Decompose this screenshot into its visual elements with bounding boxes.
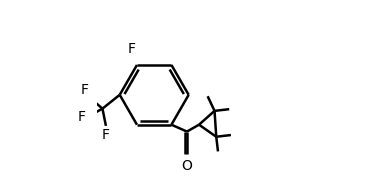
Text: F: F: [81, 83, 89, 97]
Text: F: F: [102, 128, 110, 142]
Text: F: F: [77, 110, 85, 124]
Text: F: F: [128, 42, 136, 56]
Text: O: O: [182, 159, 192, 173]
